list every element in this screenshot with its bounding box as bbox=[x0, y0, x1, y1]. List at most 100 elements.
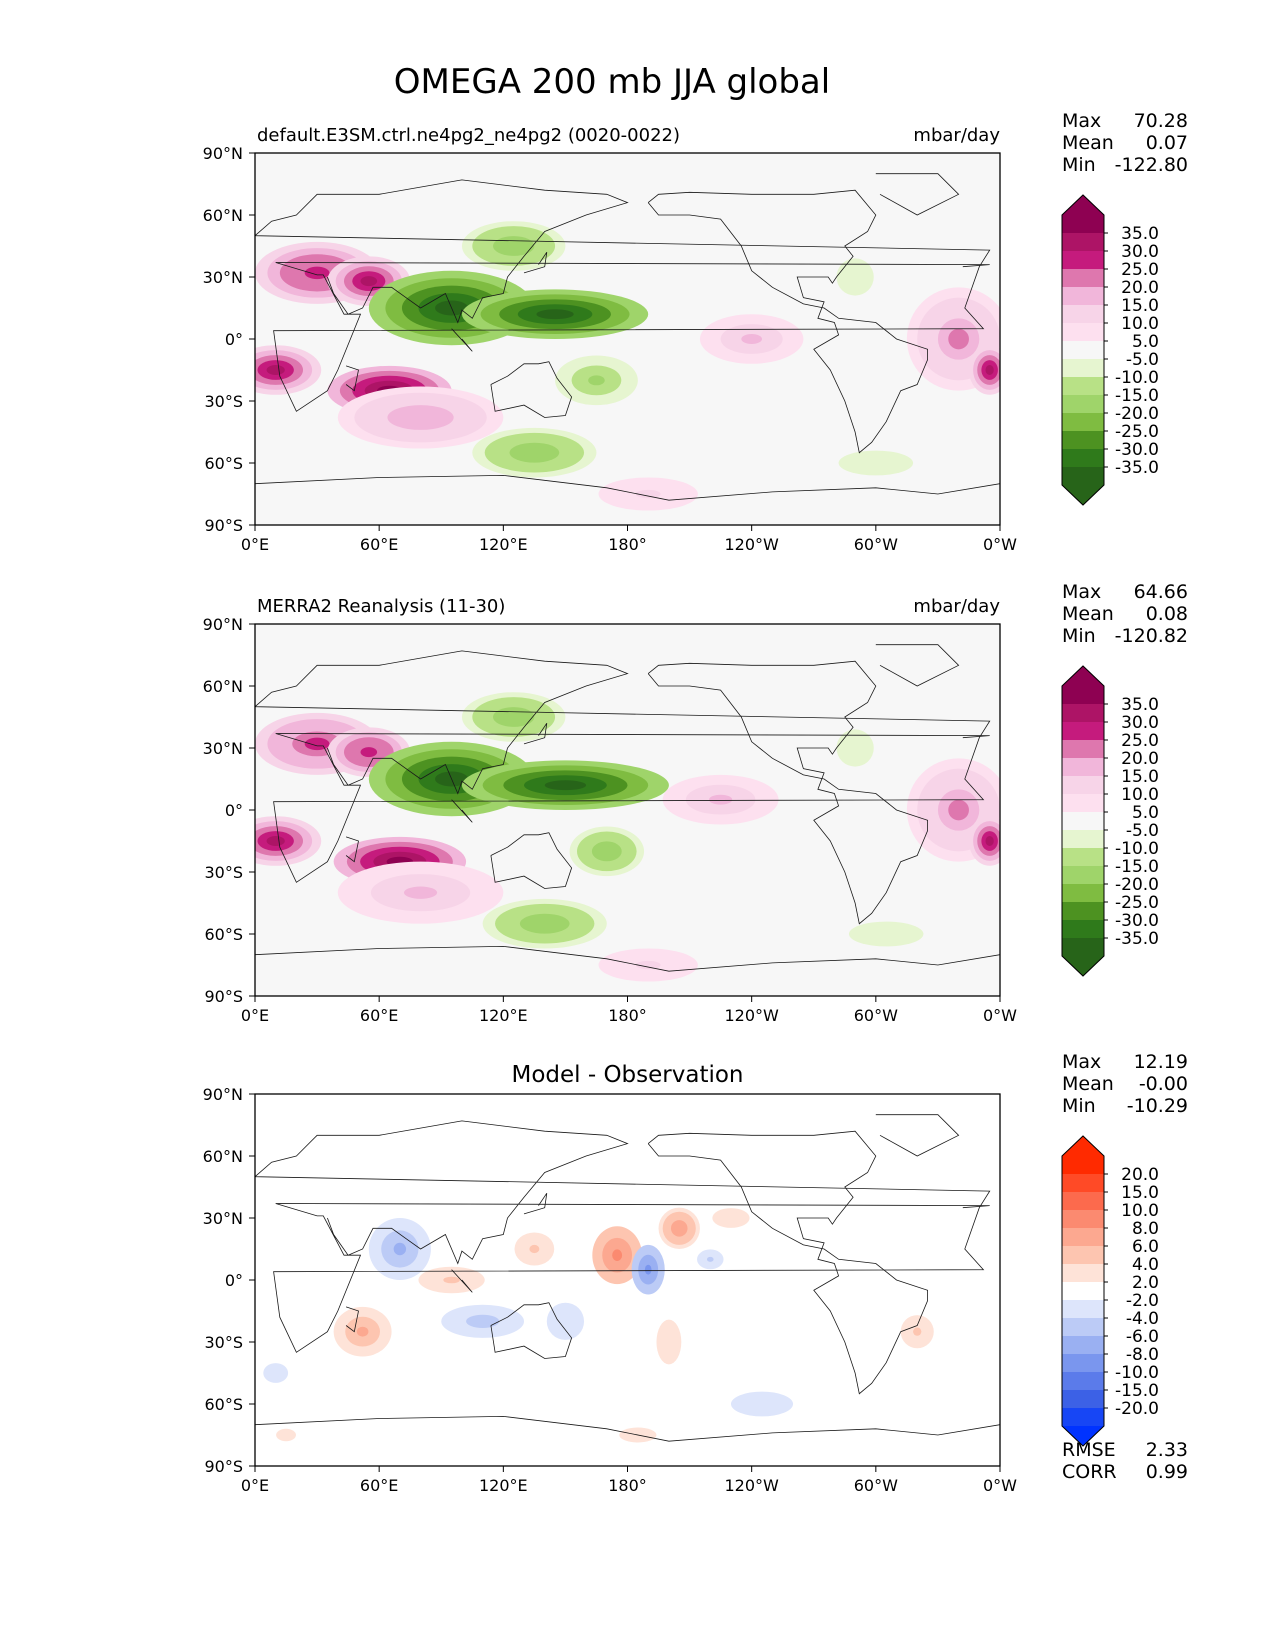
x-tick-label: 0°E bbox=[241, 1006, 269, 1025]
colorbar-label: 15.0 bbox=[1121, 296, 1159, 316]
colorbar-label: 15.0 bbox=[1121, 767, 1159, 787]
y-tick-label: 60°N bbox=[203, 677, 243, 696]
colorbar-segment bbox=[1062, 686, 1104, 704]
field-blob-14 bbox=[863, 458, 889, 468]
coastlines bbox=[255, 1114, 1000, 1442]
colorbar-outline bbox=[1061, 665, 1105, 977]
colorbar-segment bbox=[1062, 1210, 1104, 1228]
x-tick-label: 120°E bbox=[479, 1006, 528, 1025]
field-blob-1 bbox=[360, 747, 378, 758]
colorbar-under-triangle bbox=[1062, 956, 1104, 976]
colorbar-label: 35.0 bbox=[1121, 224, 1159, 244]
coastline-0 bbox=[255, 179, 991, 412]
colorbar-segment bbox=[1062, 467, 1104, 485]
stat-label: Min bbox=[1062, 1095, 1096, 1117]
x-tick-label: 0°W bbox=[983, 1476, 1017, 1495]
field-contours bbox=[255, 1201, 938, 1448]
stat-value: 70.28 bbox=[1134, 110, 1188, 132]
extra-stat-label: CORR bbox=[1062, 1461, 1117, 1483]
x-tick-label: 120°E bbox=[479, 1476, 528, 1495]
field-blob-15 bbox=[635, 960, 661, 970]
colorbar-label: -20.0 bbox=[1115, 875, 1159, 895]
stat-label: Max bbox=[1062, 110, 1101, 132]
field-blob-15 bbox=[706, 1256, 714, 1262]
coastline-4 bbox=[345, 365, 359, 392]
coastline-3 bbox=[875, 1114, 960, 1157]
colorbar-label: 8.0 bbox=[1132, 1219, 1159, 1239]
coastline-7 bbox=[255, 474, 1000, 501]
colorbar-segment bbox=[1062, 1354, 1104, 1372]
y-tick-label: 60°S bbox=[204, 925, 243, 944]
x-tick-label: 120°W bbox=[724, 535, 779, 554]
x-tick-label: 60°W bbox=[854, 1006, 898, 1025]
colorbar-segment bbox=[1062, 1372, 1104, 1390]
colorbar-label: -15.0 bbox=[1115, 857, 1159, 877]
field-blob-11 bbox=[948, 799, 969, 821]
y-tick-label: 60°S bbox=[204, 1395, 243, 1414]
stat-value: -10.29 bbox=[1127, 1095, 1188, 1117]
stat-label: Mean bbox=[1062, 1073, 1114, 1095]
colorbar-segment bbox=[1062, 233, 1104, 251]
colorbar-segment bbox=[1062, 830, 1104, 848]
colorbar-segment bbox=[1062, 1228, 1104, 1246]
x-tick-label: 60°E bbox=[360, 1476, 398, 1495]
x-tick-label: 0°E bbox=[241, 535, 269, 554]
colorbar: 35.030.025.020.015.010.05.0-5.0-10.0-15.… bbox=[1061, 194, 1159, 506]
field-blob-12 bbox=[474, 1318, 491, 1325]
coastline-3 bbox=[875, 644, 960, 687]
panel-difference: 0°E 60°E 120°E 180° 120°W 60°W 0°W 90°N 60°N 30°N… bbox=[203, 1051, 1188, 1495]
colorbar-label: 5.0 bbox=[1132, 803, 1159, 823]
colorbar-segment bbox=[1062, 395, 1104, 413]
field-blob-11 bbox=[948, 328, 969, 350]
stat-label: Mean bbox=[1062, 603, 1114, 625]
coastline-4 bbox=[345, 1306, 359, 1333]
stat-value: -122.80 bbox=[1115, 154, 1188, 176]
y-tick-label: 30°S bbox=[204, 1333, 243, 1352]
colorbar-label: -10.0 bbox=[1115, 1363, 1159, 1383]
colorbar-over-triangle bbox=[1062, 1136, 1104, 1156]
coastlines bbox=[255, 644, 1000, 972]
y-tick-label: 0° bbox=[225, 330, 243, 349]
colorbar-segment bbox=[1062, 1282, 1104, 1300]
x-tick-label: 120°W bbox=[724, 1476, 779, 1495]
x-tick-label: 180° bbox=[608, 1006, 647, 1025]
y-tick-label: 30°S bbox=[204, 863, 243, 882]
field-blob-0 bbox=[612, 1249, 623, 1261]
colorbar-label: -6.0 bbox=[1126, 1327, 1159, 1347]
field-blob-10 bbox=[741, 334, 763, 344]
colorbar-label: 30.0 bbox=[1121, 713, 1159, 733]
colorbar-label: 20.0 bbox=[1121, 749, 1159, 769]
y-tick-label: 30°S bbox=[204, 392, 243, 411]
colorbar-segment bbox=[1062, 920, 1104, 938]
extra-stat-label: RMSE bbox=[1062, 1439, 1116, 1461]
colorbar-label: 2.0 bbox=[1132, 1273, 1159, 1293]
y-tick-label: 90°S bbox=[204, 1457, 243, 1476]
colorbar-label: 10.0 bbox=[1121, 314, 1159, 334]
x-tick-label: 180° bbox=[608, 535, 647, 554]
panel-units-label: mbar/day bbox=[913, 125, 1000, 146]
field-blob-9 bbox=[282, 1432, 290, 1438]
coastline-7 bbox=[255, 1415, 1000, 1442]
x-tick-label: 60°W bbox=[854, 1476, 898, 1495]
field-blob-8 bbox=[588, 375, 605, 386]
stat-value: 0.08 bbox=[1146, 603, 1188, 625]
colorbar-label: -4.0 bbox=[1126, 1309, 1159, 1329]
colorbar-segment bbox=[1062, 1408, 1104, 1426]
y-tick-label: 90°N bbox=[203, 1085, 243, 1104]
colorbar-label: -25.0 bbox=[1115, 422, 1159, 442]
colorbar: 35.030.025.020.015.010.05.0-5.0-10.0-15.… bbox=[1061, 665, 1159, 977]
field-blob-1 bbox=[360, 276, 378, 287]
colorbar-label: 15.0 bbox=[1121, 1183, 1159, 1203]
colorbar-over-triangle bbox=[1062, 195, 1104, 215]
colorbar-segment bbox=[1062, 215, 1104, 233]
colorbar-under-triangle bbox=[1062, 485, 1104, 505]
stat-value: 64.66 bbox=[1134, 581, 1188, 603]
x-tick-label: 60°E bbox=[360, 1006, 398, 1025]
colorbar-segment bbox=[1062, 305, 1104, 323]
field-blob-8 bbox=[599, 846, 615, 857]
field-blob-2 bbox=[529, 1244, 540, 1254]
panel-left-label: MERRA2 Reanalysis (11-30) bbox=[257, 596, 505, 617]
x-tick-label: 60°W bbox=[854, 535, 898, 554]
colorbar-label: -35.0 bbox=[1115, 929, 1159, 949]
